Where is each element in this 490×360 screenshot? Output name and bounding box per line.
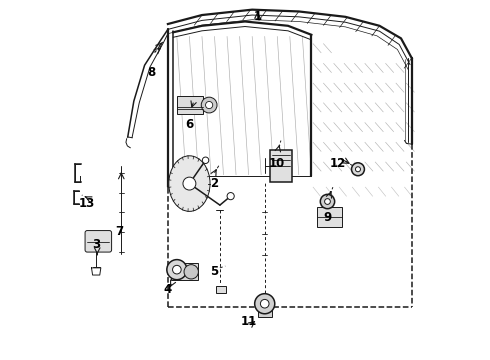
Circle shape [201, 97, 217, 113]
Text: 13: 13 [78, 197, 95, 210]
Text: 5: 5 [210, 265, 219, 278]
Text: 1: 1 [253, 10, 262, 23]
Circle shape [167, 260, 187, 280]
Circle shape [324, 199, 330, 204]
FancyBboxPatch shape [216, 286, 226, 293]
Text: 8: 8 [147, 66, 156, 79]
Circle shape [202, 157, 209, 163]
Circle shape [227, 193, 234, 200]
Text: 3: 3 [92, 238, 100, 251]
FancyBboxPatch shape [270, 149, 292, 182]
Text: 4: 4 [164, 283, 172, 296]
Text: 7: 7 [116, 225, 123, 238]
Text: 2: 2 [211, 177, 219, 190]
Circle shape [184, 265, 198, 279]
Circle shape [351, 163, 365, 176]
Circle shape [320, 194, 335, 209]
Circle shape [255, 294, 275, 314]
Text: 12: 12 [330, 157, 346, 170]
Text: 10: 10 [269, 157, 285, 170]
Text: 11: 11 [241, 315, 257, 328]
FancyBboxPatch shape [177, 96, 203, 114]
Circle shape [260, 300, 269, 308]
FancyBboxPatch shape [317, 207, 342, 226]
FancyBboxPatch shape [172, 263, 198, 280]
FancyBboxPatch shape [258, 306, 272, 317]
Ellipse shape [169, 156, 210, 211]
FancyBboxPatch shape [85, 230, 112, 252]
Circle shape [172, 265, 181, 274]
Circle shape [205, 102, 213, 109]
Circle shape [183, 177, 196, 190]
Circle shape [355, 167, 361, 172]
Text: 9: 9 [323, 211, 332, 224]
Text: 6: 6 [185, 118, 194, 131]
